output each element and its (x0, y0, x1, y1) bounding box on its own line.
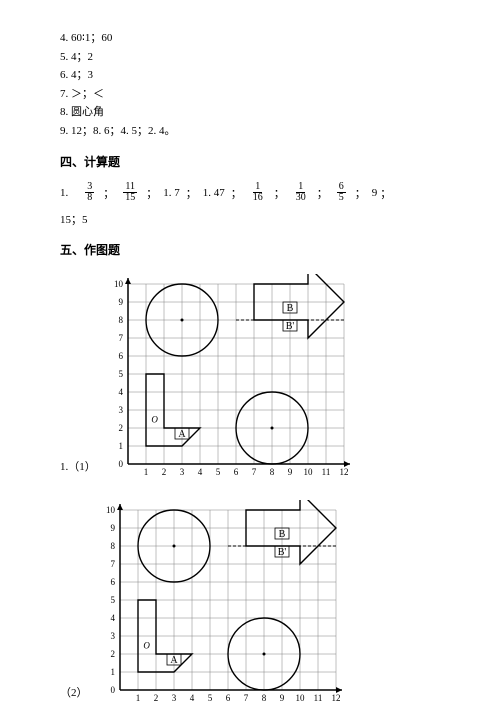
svg-text:B': B' (277, 547, 286, 558)
val2: 1. 47 (203, 187, 225, 199)
colon-icon: ； (103, 185, 114, 201)
svg-text:3: 3 (110, 631, 115, 641)
answer-4: 4. 60∶1；60 (60, 30, 440, 47)
svg-text:9: 9 (118, 297, 123, 307)
svg-text:3: 3 (171, 693, 176, 703)
figure-1-label: 1.（1） (60, 458, 96, 474)
svg-text:O: O (143, 641, 150, 651)
svg-text:6: 6 (234, 467, 239, 477)
section4-header: 四、计算题 (60, 153, 440, 170)
svg-text:7: 7 (110, 559, 115, 569)
fraction-2: 11 15 (123, 182, 137, 203)
semicolon: ； (186, 185, 197, 201)
svg-text:B': B' (286, 321, 295, 332)
semicolon: ； (317, 185, 328, 201)
figure-1-block: 1.（1） 123456789101112012345678910ABB'O (60, 274, 440, 484)
svg-text:4: 4 (189, 693, 194, 703)
calc-q1-row2: 15；5 (60, 211, 440, 227)
svg-text:8: 8 (118, 315, 123, 325)
svg-text:10: 10 (106, 505, 116, 515)
grid-figure-1: 123456789101112012345678910ABB'O (104, 274, 384, 484)
svg-text:0: 0 (110, 685, 115, 695)
svg-text:6: 6 (225, 693, 230, 703)
answer-7: 7. ＞；＜ (60, 86, 440, 103)
svg-text:A: A (178, 429, 186, 440)
fraction-4: 1 30 (294, 182, 308, 203)
svg-text:5: 5 (216, 467, 221, 477)
svg-text:11: 11 (321, 467, 330, 477)
svg-text:O: O (151, 415, 158, 425)
svg-text:1: 1 (110, 667, 115, 677)
svg-text:6: 6 (118, 351, 123, 361)
q1-number: 1. (60, 187, 68, 199)
answer-8: 8. 圆心角 (60, 104, 440, 121)
svg-text:8: 8 (270, 467, 275, 477)
grid-figure-2: 123456789101112012345678910ABB'O (96, 500, 376, 710)
val3: 9 (372, 187, 378, 199)
answer-6: 6. 4；3 (60, 67, 440, 84)
fraction-5: 6 5 (337, 182, 346, 203)
svg-text:3: 3 (118, 405, 123, 415)
svg-text:9: 9 (110, 523, 115, 533)
svg-text:4: 4 (110, 613, 115, 623)
val1: 1. 7 (163, 187, 180, 199)
svg-text:12: 12 (331, 693, 340, 703)
answer-9: 9. 12；8. 6；4. 5；2. 4。 (60, 123, 440, 140)
svg-text:6: 6 (110, 577, 115, 587)
svg-text:11: 11 (313, 693, 322, 703)
svg-text:2: 2 (153, 693, 158, 703)
svg-text:0: 0 (118, 459, 123, 469)
svg-text:5: 5 (118, 369, 123, 379)
fraction-1: 3 8 (85, 182, 94, 203)
svg-text:4: 4 (118, 387, 123, 397)
svg-text:2: 2 (162, 467, 167, 477)
svg-text:1: 1 (118, 441, 123, 451)
svg-text:3: 3 (180, 467, 185, 477)
svg-text:2: 2 (118, 423, 123, 433)
svg-text:9: 9 (288, 467, 293, 477)
svg-text:B: B (278, 529, 285, 540)
svg-text:1: 1 (135, 693, 140, 703)
figure-2-label: （2） (60, 684, 88, 700)
svg-text:5: 5 (110, 595, 115, 605)
svg-text:A: A (170, 655, 178, 666)
svg-text:10: 10 (114, 279, 124, 289)
semicolon: ； (146, 185, 157, 201)
svg-text:8: 8 (261, 693, 266, 703)
svg-text:7: 7 (118, 333, 123, 343)
semicolon: ； (231, 185, 242, 201)
semicolon: ； (380, 185, 391, 201)
svg-text:10: 10 (303, 467, 313, 477)
answer-5: 5. 4；2 (60, 49, 440, 66)
svg-text:7: 7 (243, 693, 248, 703)
fraction-3: 1 16 (251, 182, 265, 203)
svg-text:10: 10 (295, 693, 305, 703)
svg-text:8: 8 (110, 541, 115, 551)
svg-text:12: 12 (339, 467, 348, 477)
svg-text:2: 2 (110, 649, 115, 659)
svg-text:4: 4 (198, 467, 203, 477)
svg-text:9: 9 (279, 693, 284, 703)
svg-text:B: B (286, 303, 293, 314)
figure-2-block: （2） 123456789101112012345678910ABB'O (60, 500, 440, 710)
calc-q1-row1: 1. 3 8 ； 11 15 ； 1. 7 ； 1. 47 ； 1 16 ； 1… (60, 182, 440, 203)
semicolon: ； (274, 185, 285, 201)
svg-text:1: 1 (144, 467, 149, 477)
svg-text:5: 5 (207, 693, 212, 703)
section5-header: 五、作图题 (60, 241, 440, 258)
svg-text:7: 7 (252, 467, 257, 477)
semicolon: ； (355, 185, 366, 201)
